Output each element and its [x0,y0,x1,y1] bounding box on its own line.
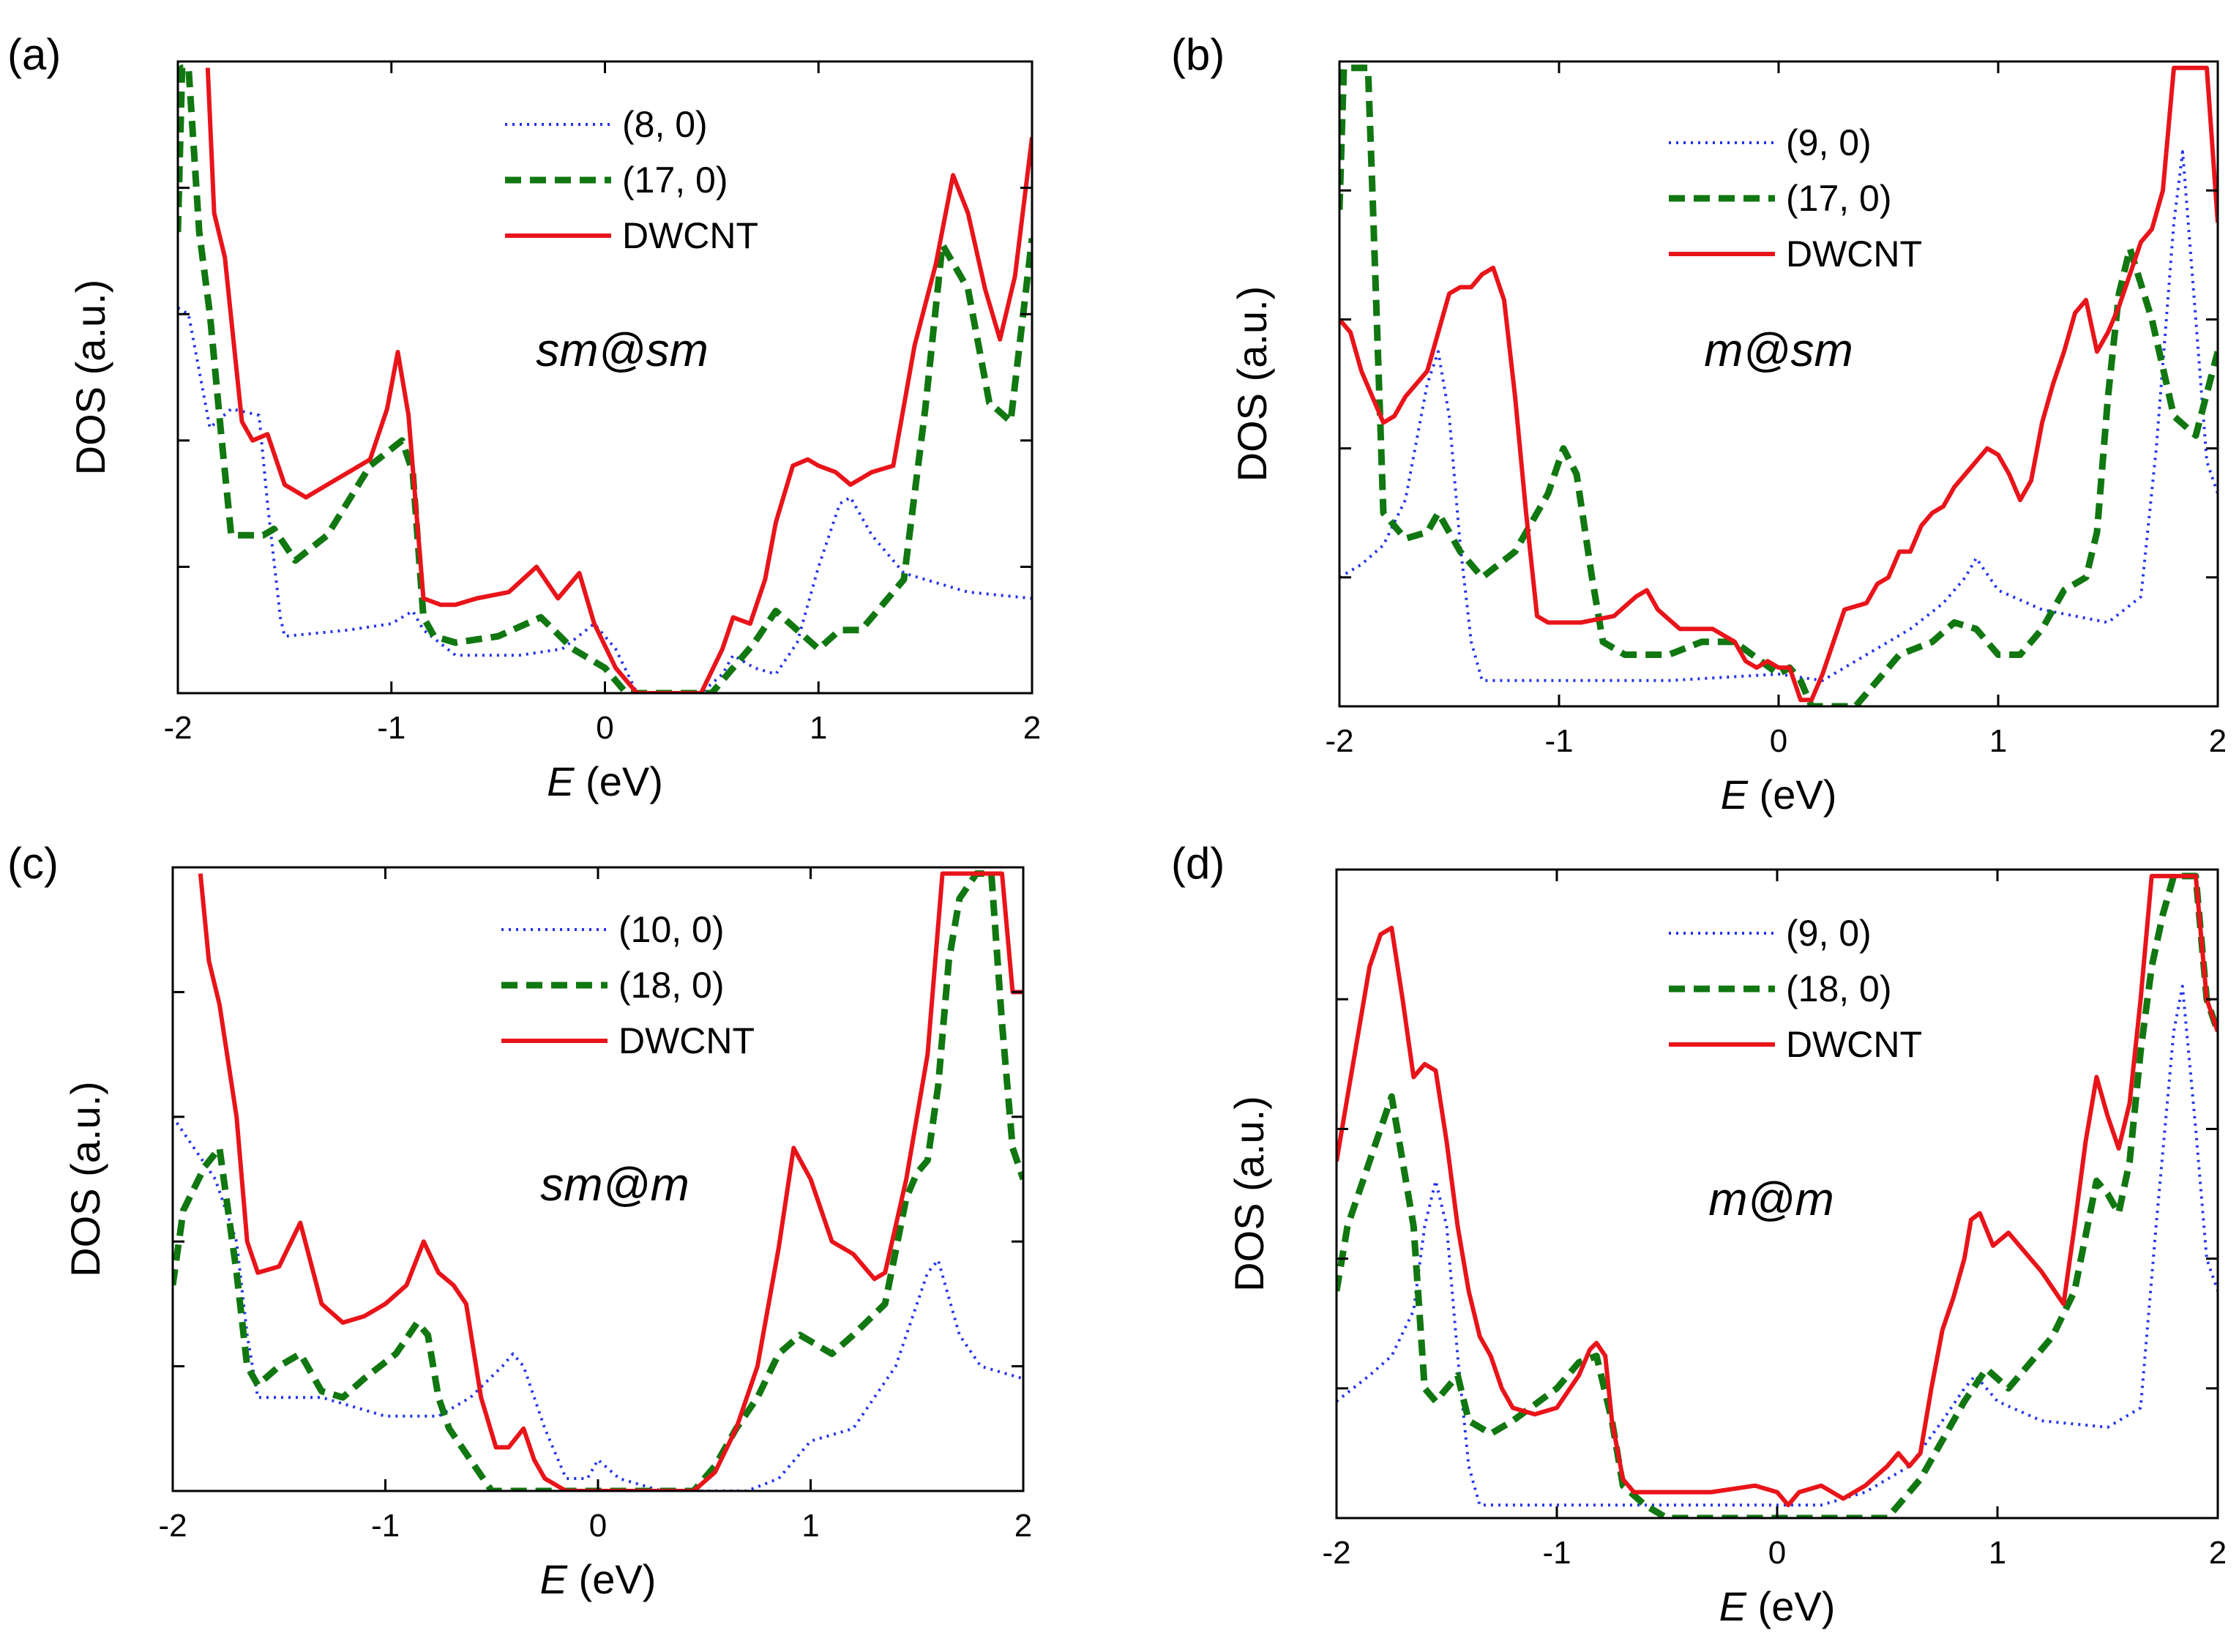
x-tick-label: -1 [1542,1535,1571,1571]
x-tick-label: -2 [1325,723,1353,759]
series-line-dashed [173,870,1023,1491]
x-tick-label: 2 [1014,1508,1032,1544]
y-axis-label: DOS (a.u.) [67,280,113,476]
x-tick-label: 2 [2209,1535,2227,1571]
legend-label: (8, 0) [622,104,708,145]
series-line-solid [1339,65,2218,703]
panel-label: (c) [7,839,59,888]
panel-b: -2 -1 0 1 2 E (eV) DOS (a.u.) (b) m@sm (9, 0) (17,… [1171,30,2227,818]
panel-c: -2 -1 0 1 2 E (eV) DOS (a.u.) (c) sm@m (10, 0) (18… [7,839,1032,1602]
legend-label: (10, 0) [618,909,725,950]
x-tick-label: -2 [158,1508,187,1544]
series-line-dashed [1339,64,2218,706]
x-axis-label: E (eV) [1719,1583,1836,1629]
x-tick-label: 1 [801,1508,819,1544]
panel-annotation: sm@m [540,1158,689,1211]
x-tick-label: 0 [596,710,613,746]
series-line-solid [1337,873,2218,1508]
x-axis-label: E (eV) [547,758,663,804]
x-axis-label-var: E [547,758,575,804]
panel-annotation: sm@sm [536,324,709,376]
legend-label: (9, 0) [1786,122,1872,163]
series-line-solid [205,67,1032,693]
x-axis-label-var: E [1719,1583,1747,1629]
x-axis-label-var: E [1721,771,1749,818]
x-tick-label: 1 [1989,723,2007,759]
series-line-dashed [1337,872,2218,1518]
series-line-dotted [1337,984,2218,1507]
legend-label: (17, 0) [622,160,728,201]
panel-label: (b) [1171,30,1225,79]
x-axis-label-unit: (eV) [575,758,663,804]
legend-label: DWCNT [618,1020,755,1061]
x-tick-label: 1 [810,710,827,746]
x-axis-label-var: E [540,1556,568,1602]
x-tick-label: -1 [377,710,405,746]
series-line-dotted [1339,150,2218,682]
x-axis-label: E (eV) [1721,771,1837,818]
legend-label: DWCNT [1786,1024,1922,1065]
panel-label: (a) [7,30,61,79]
x-tick-label: 2 [2209,723,2227,759]
legend-label: (9, 0) [1786,913,1872,954]
x-tick-label: 2 [1023,710,1041,746]
legend-label: (18, 0) [618,965,725,1006]
x-tick-label: 0 [1770,723,1787,759]
plot-frame [1338,60,2219,708]
series-line-solid [198,871,1023,1491]
legend-label: DWCNT [1786,233,1922,274]
x-tick-label: -1 [371,1508,400,1544]
legend-label: (17, 0) [1786,178,1892,219]
series-line-dashed [178,64,1032,693]
legend-label: (18, 0) [1786,968,1892,1009]
x-tick-label: -2 [1322,1535,1350,1571]
panel-d: -2 -1 0 1 2 E (eV) DOS (a.u.) (d) m@m (9, 0) (18, … [1171,839,2227,1629]
x-axis-label-unit: (eV) [1746,1583,1835,1629]
panel-a: -2 -1 0 1 2 E (eV) DOS (a.u.) (a) sm@sm (8, 0) (17… [7,30,1041,804]
x-tick-label: 0 [1768,1535,1786,1571]
x-tick-label: -2 [163,710,192,746]
x-axis-label-unit: (eV) [567,1556,656,1602]
x-tick-label: -1 [1544,723,1573,759]
panel-annotation: m@sm [1704,324,1853,376]
y-axis-label: DOS (a.u.) [1229,286,1275,482]
x-axis-label-unit: (eV) [1748,771,1836,818]
y-axis-label: DOS (a.u.) [1226,1096,1272,1292]
legend-label: DWCNT [622,215,758,256]
x-tick-label: 0 [589,1508,607,1544]
x-axis-label: E (eV) [540,1556,657,1602]
plot-frame [176,60,1033,695]
y-axis-label: DOS (a.u.) [62,1081,108,1277]
panel-annotation: m@m [1708,1173,1834,1225]
series-line-dotted [178,306,1032,693]
panel-label: (d) [1171,839,1225,888]
x-tick-label: 1 [1989,1535,2006,1571]
